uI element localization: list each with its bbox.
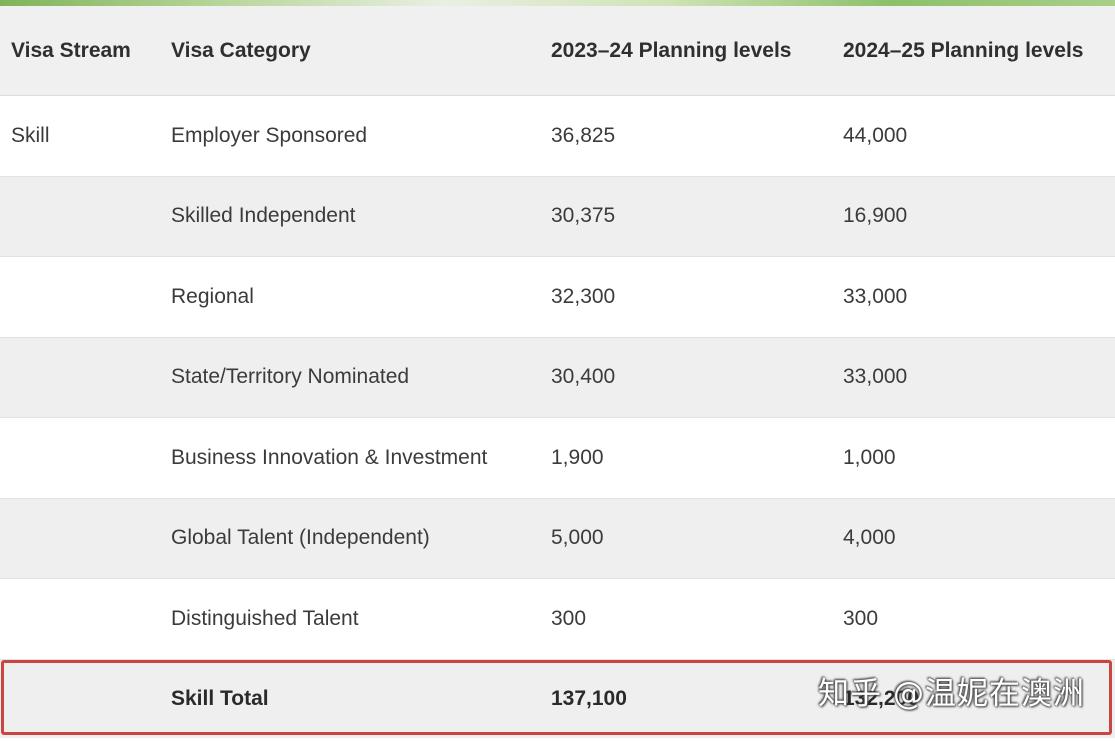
cell-total-label: Skill Total (171, 686, 269, 710)
cell-visa-category: Distinguished Talent (171, 606, 359, 630)
cell-visa-category: Business Innovation & Investment (171, 445, 488, 469)
cell-2023-24-value: 5,000 (551, 526, 604, 550)
cell-2024-25-value: 300 (843, 606, 879, 630)
cell-visa-category: Global Talent (Independent) (171, 526, 430, 550)
header-visa-stream: Visa Stream (11, 38, 131, 62)
cell-visa-category: Skilled Independent (171, 204, 356, 228)
table-row: Regional 32,300 33,000 (0, 257, 1115, 338)
decorative-top-strip (0, 0, 1115, 6)
header-visa-category: Visa Category (171, 38, 311, 62)
cell-2023-24-value: 30,400 (551, 365, 616, 389)
watermark-text: 知乎 @温妮在澳洲 (818, 676, 1085, 712)
cell-total-2023-24: 137,100 (551, 686, 627, 710)
visa-planning-table: Visa Stream Visa Category 2023–24 Planni… (0, 6, 1115, 738)
table-header-row: Visa Stream Visa Category 2023–24 Planni… (0, 6, 1115, 96)
table-row: State/Territory Nominated 30,400 33,000 (0, 337, 1115, 418)
table-row: Business Innovation & Investment 1,900 1… (0, 418, 1115, 499)
cell-2023-24-value: 32,300 (551, 284, 616, 308)
cell-2024-25-value: 1,000 (843, 445, 896, 469)
cell-2024-25-value: 44,000 (843, 123, 908, 147)
header-2023-24-planning-levels: 2023–24 Planning levels (551, 38, 792, 62)
cell-2023-24-value: 1,900 (551, 445, 604, 469)
header-2024-25-planning-levels: 2024–25 Planning levels (843, 38, 1084, 62)
cell-2024-25-value: 33,000 (843, 365, 908, 389)
table-row: Global Talent (Independent) 5,000 4,000 (0, 498, 1115, 579)
cell-2024-25-value: 33,000 (843, 284, 908, 308)
cell-visa-category: Regional (171, 284, 254, 308)
cell-2024-25-value: 4,000 (843, 526, 896, 550)
cell-visa-category: Employer Sponsored (171, 123, 368, 147)
cell-visa-category: State/Territory Nominated (171, 365, 410, 389)
cell-2023-24-value: 30,375 (551, 204, 616, 228)
cell-2024-25-value: 16,900 (843, 204, 908, 228)
cell-visa-stream: Skill (11, 123, 50, 147)
table-row: Skilled Independent 30,375 16,900 (0, 176, 1115, 257)
table-row: Distinguished Talent 300 300 (0, 579, 1115, 660)
table-row: Skill Employer Sponsored 36,825 44,000 (0, 96, 1115, 177)
cell-2023-24-value: 300 (551, 606, 587, 630)
cell-total-2024-25: 132,200 (843, 686, 919, 710)
cell-2023-24-value: 36,825 (551, 123, 616, 147)
